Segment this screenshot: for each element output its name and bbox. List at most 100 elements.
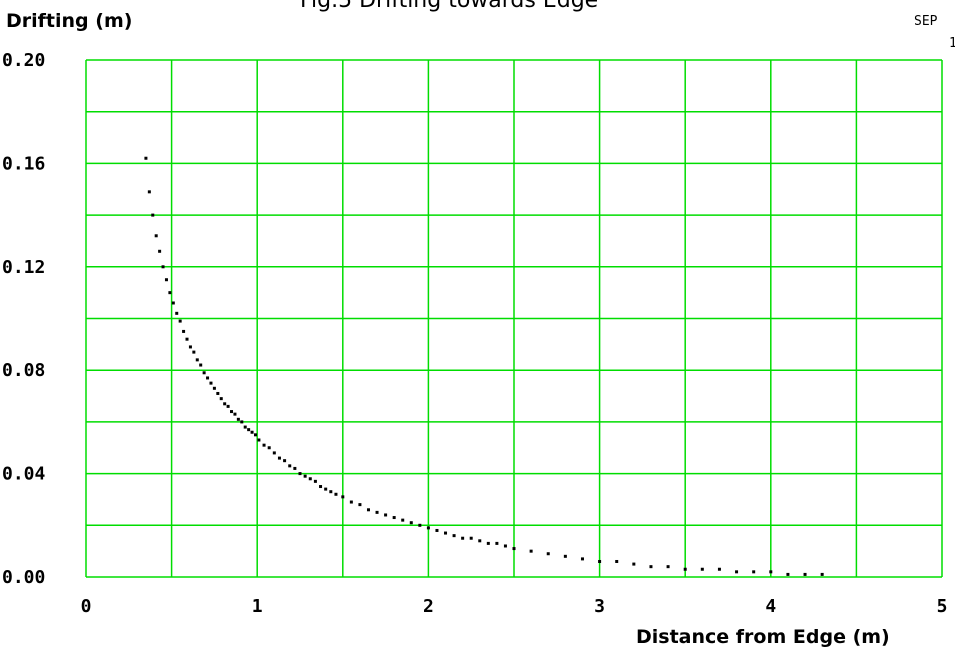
data-point xyxy=(151,213,155,217)
x-axis-label: Distance from Edge (m) xyxy=(636,626,890,648)
data-point xyxy=(324,487,328,491)
x-tick-label: 4 xyxy=(765,596,776,617)
data-point xyxy=(349,500,353,504)
data-point xyxy=(253,433,257,437)
data-point xyxy=(226,404,230,408)
y-tick-label: 0.04 xyxy=(2,464,46,485)
y-tick-label: 0.08 xyxy=(2,360,45,381)
x-tick-label: 3 xyxy=(594,596,605,617)
data-point xyxy=(185,337,189,341)
data-point xyxy=(233,412,237,416)
data-point xyxy=(683,567,687,571)
data-point xyxy=(786,572,790,576)
data-point xyxy=(384,513,388,517)
data-point xyxy=(243,425,247,429)
x-tick-label: 1 xyxy=(252,596,263,617)
data-point xyxy=(216,391,220,395)
data-point xyxy=(615,559,619,563)
data-point xyxy=(366,508,370,512)
data-point xyxy=(329,490,333,494)
data-point xyxy=(161,265,165,269)
data-point xyxy=(175,311,179,315)
data-point xyxy=(168,291,172,295)
y-tick-label: 0.16 xyxy=(2,153,45,174)
data-point xyxy=(212,386,216,390)
data-point xyxy=(512,547,516,551)
data-points xyxy=(144,156,824,576)
data-point xyxy=(303,474,307,478)
data-point xyxy=(580,557,584,561)
data-point xyxy=(195,358,199,362)
data-point xyxy=(147,190,151,194)
data-point xyxy=(298,472,302,476)
data-point xyxy=(469,536,473,540)
data-point xyxy=(632,562,636,566)
data-point xyxy=(563,554,567,558)
data-point xyxy=(358,503,362,507)
data-point xyxy=(495,541,499,545)
data-point xyxy=(401,518,405,522)
data-point xyxy=(262,443,266,447)
data-point xyxy=(288,464,292,468)
data-point xyxy=(769,570,773,574)
data-point xyxy=(444,531,448,535)
y-tick-label: 0.12 xyxy=(2,257,45,278)
data-point xyxy=(158,249,162,253)
data-point xyxy=(820,572,824,576)
data-point xyxy=(250,430,254,434)
data-point xyxy=(293,466,297,470)
data-point xyxy=(409,521,413,525)
data-point xyxy=(308,477,312,481)
data-point xyxy=(283,459,287,463)
data-point xyxy=(666,565,670,569)
data-point xyxy=(154,234,158,238)
data-point xyxy=(735,570,739,574)
data-point xyxy=(598,559,602,563)
data-point xyxy=(435,528,439,532)
data-point xyxy=(418,523,422,527)
data-point xyxy=(478,539,482,543)
x-tick-label: 0 xyxy=(81,596,92,617)
data-point xyxy=(752,570,756,574)
data-point xyxy=(206,376,210,380)
data-point xyxy=(178,319,182,323)
data-point xyxy=(546,552,550,556)
data-point xyxy=(529,549,533,553)
y-tick-label: 0.20 xyxy=(2,50,45,71)
data-point xyxy=(202,371,206,375)
data-point xyxy=(267,446,271,450)
data-point xyxy=(319,485,323,489)
data-point xyxy=(486,541,490,545)
data-point xyxy=(144,156,148,160)
data-point xyxy=(199,363,203,367)
data-point xyxy=(188,345,192,349)
data-point xyxy=(164,278,168,282)
data-point xyxy=(503,544,507,548)
data-point xyxy=(223,402,227,406)
data-point xyxy=(334,492,338,496)
y-axis-label: Drifting (m) xyxy=(6,10,133,32)
data-point xyxy=(272,451,276,455)
data-point xyxy=(230,410,234,414)
data-point xyxy=(700,567,704,571)
data-point xyxy=(277,456,281,460)
x-tick-label: 5 xyxy=(937,596,948,617)
grid xyxy=(85,59,943,578)
data-point xyxy=(803,572,807,576)
data-point xyxy=(219,397,223,401)
stamp-label: SEP xyxy=(914,14,938,29)
data-point xyxy=(461,536,465,540)
data-point xyxy=(192,350,196,354)
data-point xyxy=(426,526,430,530)
x-tick-label: 2 xyxy=(423,596,434,617)
data-point xyxy=(257,438,261,442)
data-point xyxy=(247,428,251,432)
data-point xyxy=(452,534,456,538)
data-point xyxy=(375,510,379,514)
data-point xyxy=(236,417,240,421)
data-point xyxy=(171,301,175,305)
y-tick-label: 0.00 xyxy=(2,567,45,588)
data-point xyxy=(392,516,396,520)
data-point xyxy=(240,420,244,424)
